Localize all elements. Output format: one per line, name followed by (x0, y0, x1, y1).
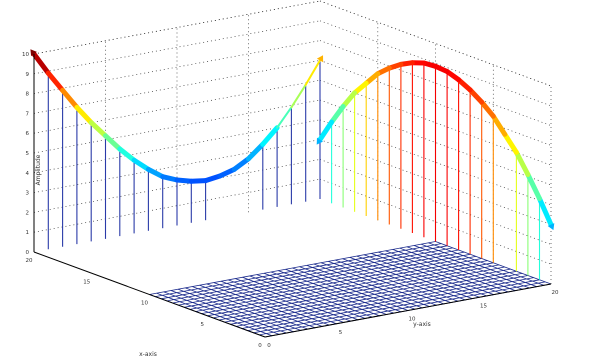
x-axis-title: x-axis (139, 351, 157, 358)
floor-mesh-line (201, 260, 488, 314)
curve-segment-2 (203, 173, 223, 184)
z-tick-label: 10 (22, 52, 29, 58)
curve-segment-1 (340, 90, 358, 109)
z-tick-label: 9 (26, 72, 30, 78)
gridline-z (33, 159, 321, 213)
floor-mesh-line (155, 243, 442, 297)
axis-titles: Amplitude x-axis y-axis (35, 154, 431, 358)
curve-segment-1 (479, 99, 496, 119)
z-tick-label: 3 (26, 191, 30, 197)
curve-segment-1 (329, 104, 346, 125)
gridline-z (33, 40, 321, 94)
floor-mesh-line (230, 270, 517, 325)
z-tick-label: 6 (26, 131, 30, 137)
curve-segment-1 (502, 131, 519, 155)
curve-arrowhead-2 (316, 55, 324, 63)
floor-mesh-line (241, 275, 528, 329)
y-axis-title: y-axis (413, 321, 431, 328)
floor-mesh-line (184, 253, 471, 308)
y-tick-label: 15 (480, 303, 487, 309)
stem-lines (47, 60, 541, 280)
x-tick-label: 10 (141, 301, 148, 307)
axis-edges (33, 54, 552, 338)
curve-arrowhead-2 (30, 49, 37, 57)
floor-mesh-line (212, 264, 500, 319)
curve-segment-2 (31, 51, 51, 76)
curve-segment-2 (117, 146, 137, 163)
y-tick-label: 0 (267, 343, 271, 349)
floor-mesh-line (178, 251, 465, 306)
curve-segment-1 (352, 80, 369, 96)
gridline-z (33, 119, 321, 174)
x-tick-label: 15 (83, 279, 90, 285)
z-tick-label: 8 (26, 92, 30, 98)
floor-mesh-line (253, 279, 540, 334)
floor-mesh-line (172, 249, 459, 304)
z-tick-label: 5 (26, 151, 30, 157)
floor-mesh-line (195, 258, 482, 312)
curve-segment-1 (363, 71, 381, 86)
curve-arrowhead-1 (316, 137, 324, 145)
curve-segment-1 (537, 196, 554, 228)
z-tick-label: 2 (26, 210, 30, 216)
floor-mesh-line (189, 256, 476, 310)
gridline-z (33, 99, 321, 154)
curve-segment-2 (290, 83, 307, 109)
curve-segment-2 (74, 104, 94, 126)
curve-segment-1 (317, 119, 335, 143)
floor-mesh-line (149, 241, 436, 295)
curve-segment-2 (276, 106, 293, 129)
floor-mesh-line (224, 268, 511, 323)
y-tick-label: 5 (339, 330, 343, 336)
z-tick-label: 1 (26, 230, 30, 236)
y-tick-label: 20 (552, 290, 559, 296)
gridline-z (33, 60, 321, 114)
floor-mesh (149, 241, 552, 338)
x-axis-line (33, 251, 266, 338)
curve-segment-1 (490, 113, 508, 137)
curve-segment-1 (467, 87, 485, 105)
curve-segment-1 (456, 77, 473, 93)
curve-arrowhead-1 (547, 223, 555, 231)
x-tick-label: 20 (26, 258, 33, 264)
floor-mesh-line (207, 262, 494, 317)
gridline-z (33, 20, 321, 75)
gridline-z (33, 139, 321, 193)
curve-segment-2 (103, 133, 123, 152)
curve-segment-2 (145, 166, 166, 180)
x-tick-label: 5 (201, 322, 205, 328)
floor-mesh-line (161, 245, 448, 300)
floor-mesh-line (236, 273, 523, 327)
grid-lines (33, 0, 552, 284)
curve-segment-1 (513, 149, 531, 177)
curve-segment-2 (246, 141, 266, 162)
x-tick-label: 0 (258, 343, 262, 349)
floor-mesh-line (247, 277, 534, 331)
floor-mesh-line (218, 266, 505, 321)
y-axis-line (264, 283, 552, 338)
z-tick-label: 0 (26, 250, 30, 256)
floor-mesh-line (259, 281, 546, 336)
gridline-top (33, 0, 321, 55)
z-tick-label: 7 (26, 111, 30, 117)
curve-segment-2 (88, 120, 108, 139)
tick-labels: 0 1 2 3 4 5 6 7 8 9 10 0 5 10 15 20 0 5 10 15 20 (22, 52, 559, 349)
curve-segment-2 (60, 87, 80, 110)
y-tick-label: 10 (409, 317, 416, 323)
curve-segment-2 (45, 70, 66, 93)
curve-segment-2 (131, 157, 151, 172)
curve-segment-2 (260, 125, 280, 147)
gridline-z (33, 178, 321, 233)
z-axis-title: Amplitude (35, 154, 42, 185)
curve-segment-2 (231, 156, 251, 172)
floor-mesh-line (166, 247, 453, 302)
curve-segment-2 (217, 166, 237, 179)
z-tick-label: 4 (26, 171, 30, 177)
gridline-z (33, 0, 321, 55)
curve-segment-2 (304, 59, 321, 86)
gridline-z (33, 79, 321, 134)
curve-segment-1 (525, 172, 542, 202)
curves (30, 49, 555, 231)
